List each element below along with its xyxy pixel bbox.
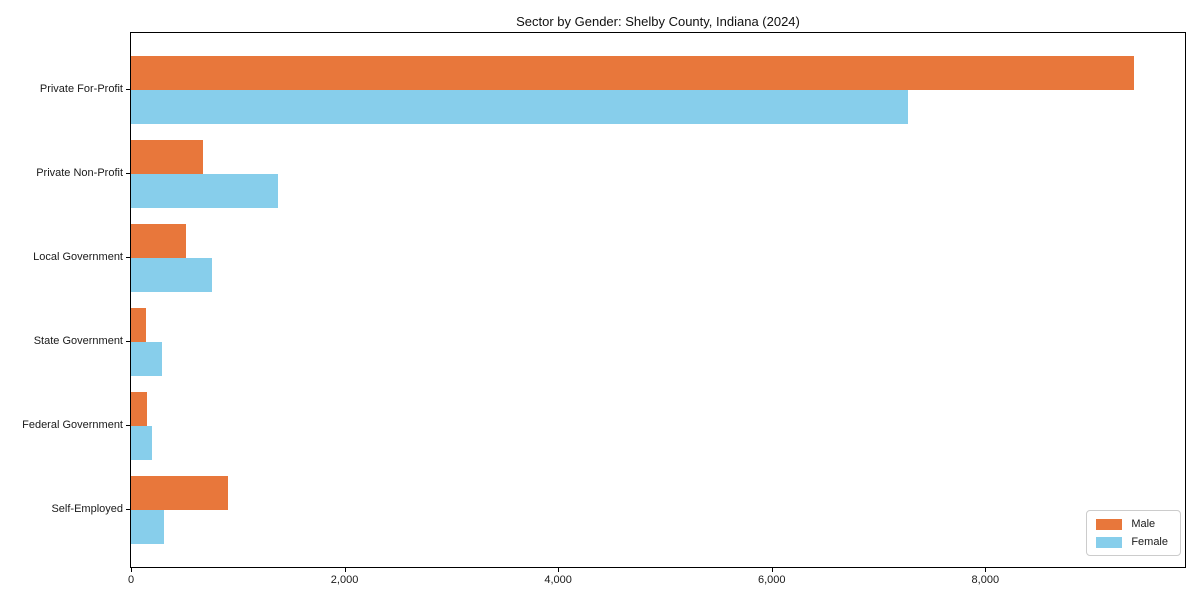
bar-female-4	[131, 426, 153, 460]
legend-label-female: Female	[1131, 536, 1168, 548]
x-tick-mark	[558, 568, 560, 572]
x-tick-mark	[771, 568, 773, 572]
bar-male-4	[131, 392, 147, 426]
male-series-swatch	[1096, 518, 1123, 530]
y-tick-label-2: Local Government	[33, 251, 123, 263]
y-tick-label-5: Self-Employed	[51, 503, 123, 515]
x-tick-label-4: 8,000	[971, 574, 1000, 586]
x-tick-label-0: 0	[127, 574, 135, 586]
plot-area: Male Female	[130, 32, 1186, 568]
bar-male-1	[131, 140, 204, 174]
bar-female-5	[131, 510, 165, 544]
bars-layer	[131, 33, 1185, 567]
legend-item-male: Male	[1096, 518, 1168, 530]
x-tick-mark	[131, 568, 132, 572]
bar-male-0	[131, 56, 1134, 90]
bar-female-1	[131, 174, 278, 208]
x-tick-mark	[344, 568, 346, 572]
y-tick-label-0: Private For-Profit	[39, 83, 123, 95]
legend: Male Female	[1086, 510, 1181, 556]
chart-title: Sector by Gender: Shelby County, Indiana…	[516, 14, 800, 29]
y-tick-label-1: Private Non-Profit	[36, 167, 123, 179]
legend-item-female: Female	[1096, 536, 1168, 548]
x-tick-label-2: 4,000	[544, 574, 572, 586]
y-tick-label-4: Federal Government	[22, 419, 123, 431]
bar-male-2	[131, 224, 186, 258]
x-tick-label-3: 6,000	[757, 574, 786, 586]
bar-female-3	[131, 342, 162, 376]
bar-male-3	[131, 308, 146, 342]
x-tick-label-1: 2,000	[330, 574, 359, 586]
female-series-swatch	[1096, 536, 1123, 548]
legend-label-male: Male	[1131, 518, 1156, 530]
x-tick-mark	[985, 568, 987, 572]
bar-male-5	[131, 476, 229, 510]
y-tick-label-3: State Government	[33, 335, 123, 347]
bar-female-2	[131, 258, 213, 292]
bar-female-0	[131, 90, 909, 124]
